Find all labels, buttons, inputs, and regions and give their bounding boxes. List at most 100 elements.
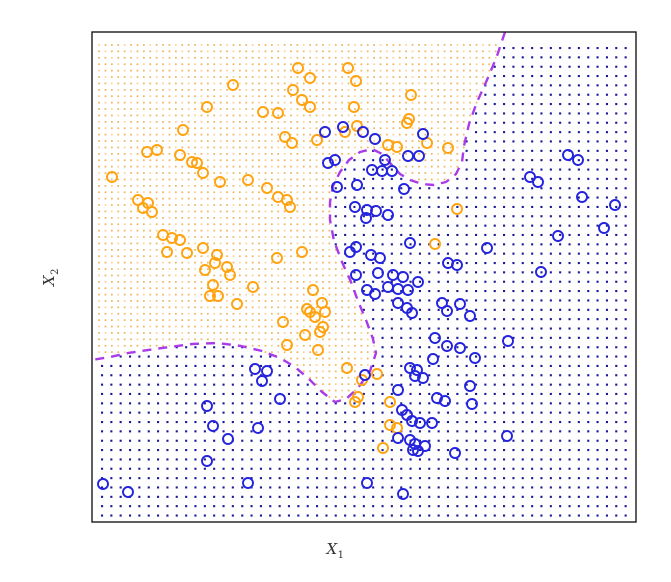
grid-dot [615,65,618,68]
grid-dot [296,332,299,334]
grid-dot [605,149,608,152]
grid-dot [559,159,562,162]
grid-dot [287,364,290,367]
grid-dot [98,76,100,78]
grid-dot [624,383,627,386]
grid-dot [136,114,139,117]
grid-dot [381,430,384,433]
grid-dot [219,210,222,213]
grid-dot [587,411,590,414]
grid-dot [287,514,290,517]
grid-dot [271,95,273,98]
grid-dot [484,131,487,134]
grid-dot [587,336,590,339]
grid-dot [143,69,145,72]
grid-dot [187,95,190,98]
grid-dot [482,69,484,72]
grid-dot [430,95,433,98]
grid-dot [465,486,468,489]
grid-dot [245,236,248,238]
grid-dot [258,127,260,130]
grid-dot [540,355,543,358]
grid-dot [381,439,384,442]
grid-dot [283,76,286,78]
grid-dot [372,308,375,311]
grid-dot [503,271,506,274]
grid-dot [424,133,427,136]
grid-dot [568,477,571,480]
grid-dot [428,514,431,517]
grid-dot [475,383,478,386]
grid-dot [241,449,244,452]
grid-dot [200,44,203,46]
grid-dot [381,299,384,302]
grid-dot [271,351,273,353]
grid-dot [418,146,420,149]
grid-dot [232,108,235,110]
grid-dot [207,159,209,162]
grid-dot [405,165,407,168]
grid-dot [418,514,421,517]
grid-dot [296,146,299,149]
grid-dot [241,355,244,358]
grid-dot [283,274,286,277]
grid-dot [615,290,618,293]
grid-dot [353,402,356,405]
grid-dot [549,486,552,489]
grid-dot [354,133,356,136]
grid-dot [136,140,139,142]
grid-dot [322,274,324,277]
grid-dot [296,268,299,270]
grid-dot [362,262,365,265]
grid-dot [222,467,225,470]
grid-dot [328,351,331,353]
grid-dot [258,300,260,302]
grid-dot [302,217,305,219]
grid-dot [149,50,152,53]
grid-dot [187,69,190,72]
grid-dot [175,312,177,315]
grid-dot [484,140,487,143]
grid-dot [456,76,459,78]
grid-dot [540,280,543,283]
orange-class-point [277,316,289,328]
grid-dot [484,262,487,265]
grid-dot [456,187,459,190]
grid-dot [354,370,356,373]
grid-dot [577,177,580,180]
grid-dot [130,127,132,130]
grid-dot [354,319,356,321]
grid-dot [531,140,534,143]
grid-dot [475,63,478,66]
grid-dot [185,486,188,489]
grid-dot [283,223,286,226]
grid-dot [437,50,439,53]
grid-dot [232,165,235,168]
grid-dot [129,430,132,433]
grid-dot [258,287,260,290]
grid-dot [353,224,356,227]
grid-dot [605,421,608,424]
grid-dot [577,196,580,199]
grid-dot [194,430,197,433]
grid-dot [437,76,439,78]
grid-dot [512,233,515,236]
grid-dot [624,318,627,321]
grid-dot [226,50,228,53]
grid-dot [187,197,190,200]
grid-dot [283,344,286,347]
grid-dot [493,121,496,124]
grid-dot [400,458,403,461]
grid-dot [194,69,196,72]
grid-dot [362,233,365,236]
grid-dot [239,178,241,181]
grid-dot [549,364,552,367]
grid-dot [219,133,222,136]
grid-dot [577,290,580,293]
grid-dot [187,242,190,245]
grid-dot [465,439,468,442]
grid-dot [187,229,190,232]
grid-dot [386,133,388,136]
grid-dot [166,477,169,480]
grid-dot [521,299,524,302]
